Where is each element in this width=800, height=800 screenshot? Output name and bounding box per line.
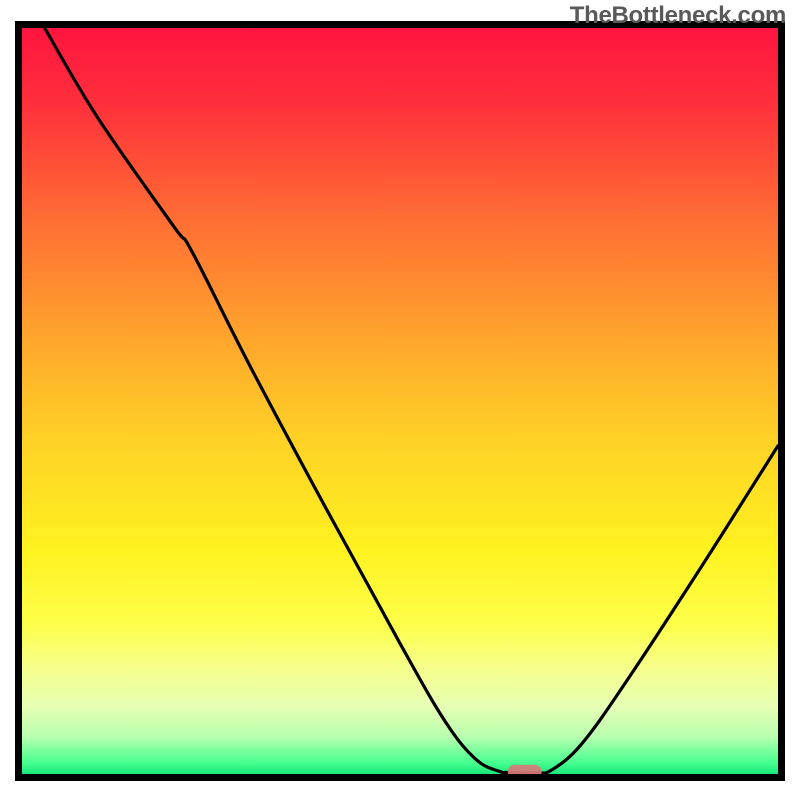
chart-container: TheBottleneck.com [0, 0, 800, 800]
watermark-text: TheBottleneck.com [570, 2, 786, 30]
plot-background [22, 28, 778, 774]
bottleneck-chart [0, 0, 800, 800]
